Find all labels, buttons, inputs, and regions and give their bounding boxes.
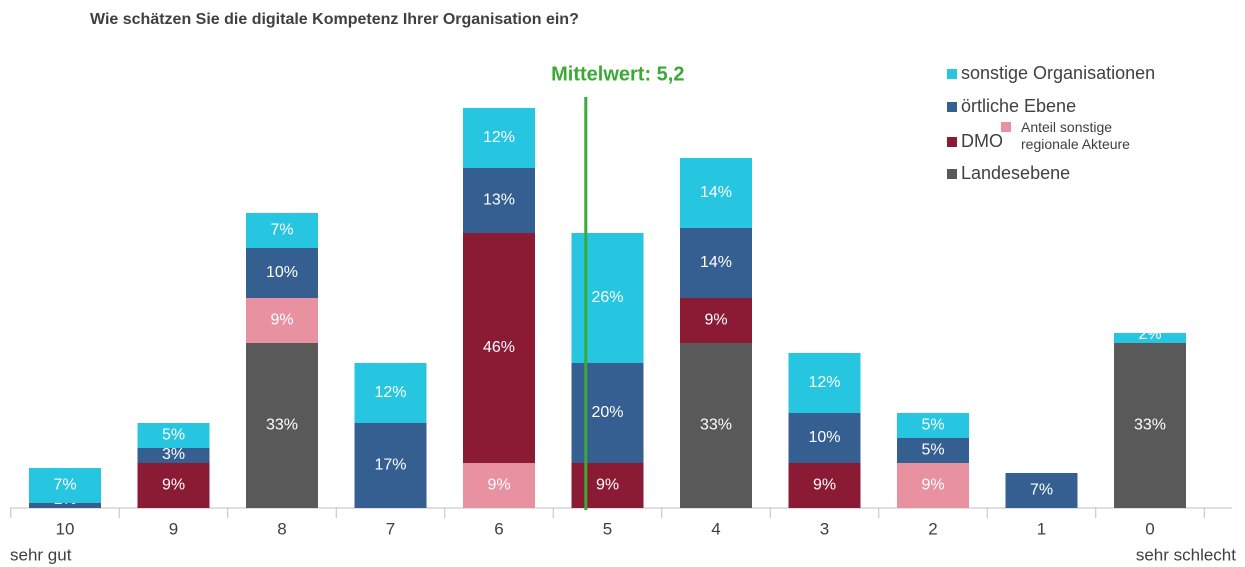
- data-label: 7%: [270, 222, 293, 239]
- bar-segment: [680, 228, 752, 298]
- bar-segment: [137, 448, 210, 463]
- data-label: 10%: [808, 429, 840, 446]
- bar-segment: [571, 463, 644, 508]
- data-label: 7%: [1030, 482, 1053, 499]
- data-label: 13%: [483, 192, 515, 209]
- bar-segment: [354, 363, 427, 423]
- data-label: 12%: [483, 129, 515, 146]
- x-tick-label: 7: [386, 519, 395, 538]
- data-label: 20%: [591, 404, 623, 421]
- bar-segment: [354, 423, 427, 508]
- chart-title: Wie schätzen Sie die digitale Kompetenz …: [90, 11, 579, 28]
- data-label: 2%: [1138, 326, 1161, 343]
- bar-segment: [137, 423, 210, 448]
- bar-segment: [788, 463, 861, 508]
- x-tick-label: 5: [603, 519, 612, 538]
- legend-entry: sonstige Organisationen: [947, 63, 1155, 84]
- data-label: 10%: [266, 264, 298, 281]
- x-tick-label: 2: [928, 519, 937, 538]
- data-label: 5%: [921, 417, 944, 434]
- data-label: 9%: [270, 312, 293, 329]
- x-tick-label: 9: [169, 519, 178, 538]
- legend-label: DMO: [961, 131, 1003, 151]
- x-tick-label: 8: [277, 519, 286, 538]
- bar-segment: [897, 438, 969, 463]
- bar-segment: [571, 363, 644, 463]
- legend-label: Landesebene: [961, 163, 1071, 183]
- data-label: 9%: [487, 477, 510, 494]
- bar-segment: [246, 213, 318, 248]
- bar-segment: [680, 158, 752, 228]
- data-label: 33%: [1134, 417, 1166, 434]
- x-annotation: sehr gut: [10, 545, 72, 564]
- bar-segment: [463, 233, 535, 463]
- data-label: 5%: [162, 427, 185, 444]
- x-tick-label: 4: [711, 519, 720, 538]
- x-tick-label: 10: [56, 519, 75, 538]
- bar-segment: [680, 343, 752, 508]
- data-label: 7%: [53, 477, 76, 494]
- bar-segment: [897, 413, 969, 438]
- mean-label: Mittelwert: 5,2: [551, 63, 684, 85]
- bar-segment: [246, 343, 318, 508]
- legend-entry: Landesebene: [947, 163, 1070, 184]
- legend-label: Anteil sonstige regionale Akteure: [1021, 119, 1130, 152]
- data-label: 14%: [700, 254, 732, 271]
- data-label: 9%: [162, 477, 185, 494]
- bar-segment: [29, 503, 101, 508]
- bar-segment: [246, 248, 318, 298]
- data-label: 33%: [700, 417, 732, 434]
- x-tick-label: 3: [820, 519, 829, 538]
- data-label: 12%: [808, 374, 840, 391]
- data-label: 33%: [266, 417, 298, 434]
- bar-segment: [246, 298, 318, 343]
- data-label: 9%: [921, 477, 944, 494]
- bar-segment: [463, 463, 535, 508]
- legend-swatch: [947, 136, 957, 147]
- x-tick-label: 0: [1145, 519, 1154, 538]
- bar-segment: [788, 353, 861, 413]
- legend-entry: DMO: [947, 131, 1003, 152]
- legend-swatch: [947, 101, 957, 112]
- bar-segment: [571, 233, 644, 363]
- x-tick-label: 6: [494, 519, 503, 538]
- bar-segment: [897, 463, 969, 508]
- x-tick-label: 1: [1037, 519, 1046, 538]
- x-annotation: sehr schlecht: [1136, 545, 1236, 564]
- bar-segment: [29, 468, 101, 503]
- bar-segment: [137, 463, 210, 508]
- bar-segment: [463, 108, 535, 168]
- legend-swatch: [1001, 122, 1011, 132]
- data-label: 3%: [162, 446, 185, 463]
- data-label: 17%: [374, 457, 406, 474]
- bar-segment: [1114, 333, 1186, 343]
- data-label: 9%: [704, 312, 727, 329]
- data-label: 26%: [591, 289, 623, 306]
- bar-segment: [463, 168, 535, 233]
- data-label: 9%: [596, 477, 619, 494]
- data-label: 46%: [483, 339, 515, 356]
- data-label: 12%: [374, 384, 406, 401]
- legend-swatch: [947, 68, 957, 79]
- data-label: 5%: [921, 442, 944, 459]
- bar-segment: [1114, 343, 1186, 508]
- legend-swatch: [947, 168, 957, 179]
- bar-segment: [680, 298, 752, 343]
- data-label: 9%: [813, 477, 836, 494]
- legend-label: örtliche Ebene: [961, 96, 1077, 116]
- bar-segment: [788, 413, 861, 463]
- bar-segment: [1005, 473, 1078, 508]
- legend-label: sonstige Organisationen: [961, 63, 1156, 83]
- legend-entry: Anteil sonstige regionale Akteure: [1001, 119, 1151, 153]
- legend-entry: örtliche Ebene: [947, 96, 1076, 117]
- data-label: 14%: [700, 184, 732, 201]
